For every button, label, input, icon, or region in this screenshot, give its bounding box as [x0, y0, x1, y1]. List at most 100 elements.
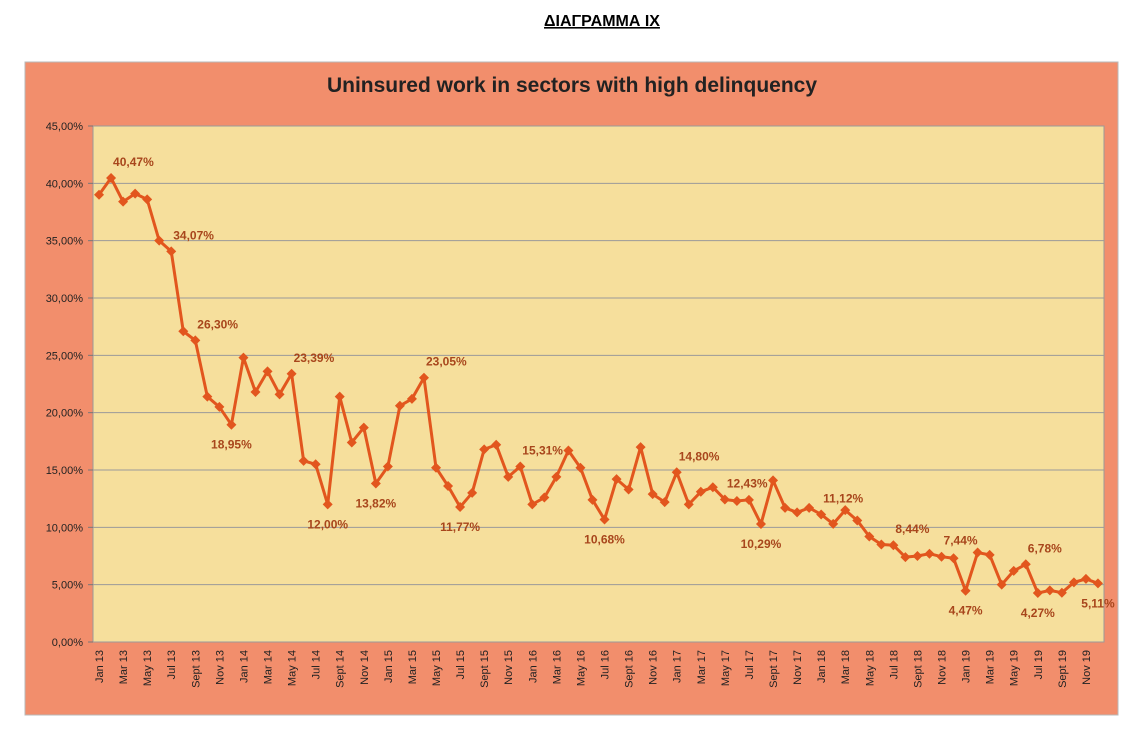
marker: [467, 487, 478, 498]
marker: [623, 484, 634, 495]
marker: [406, 393, 417, 404]
x-tick-label: Mar 16: [551, 650, 563, 684]
plot-area: [92, 125, 1105, 643]
data-label: 23,05%: [426, 355, 467, 369]
marker: [587, 494, 598, 505]
marker: [864, 531, 875, 542]
marker: [250, 387, 261, 398]
marker: [695, 486, 706, 497]
x-tick-label: May 17: [720, 650, 732, 686]
marker: [443, 481, 454, 492]
x-tick-label: Jan 13: [94, 650, 106, 683]
marker: [647, 489, 658, 500]
x-tick-label: Sept 17: [768, 650, 780, 688]
data-label: 23,39%: [294, 351, 335, 365]
marker: [1044, 585, 1055, 596]
data-label: 15,31%: [522, 443, 563, 457]
marker: [635, 442, 646, 453]
marker: [94, 189, 105, 200]
data-label: 18,95%: [211, 438, 252, 452]
marker: [418, 372, 429, 383]
y-tick-label: 10,00%: [46, 522, 84, 534]
x-tick-label: Nov 19: [1081, 650, 1093, 685]
data-label: 14,80%: [679, 449, 720, 463]
marker: [948, 553, 959, 564]
marker: [719, 494, 730, 505]
marker: [551, 471, 562, 482]
x-tick-label: Jul 13: [166, 650, 178, 679]
data-label: 5,11%: [1081, 596, 1115, 610]
marker: [984, 549, 995, 560]
data-label: 6,78%: [1028, 541, 1062, 555]
x-tick-label: Mar 14: [263, 650, 275, 684]
data-label: 13,82%: [355, 497, 396, 511]
data-label: 11,12%: [823, 491, 863, 505]
marker: [804, 502, 815, 513]
x-tick-label: Mar 15: [407, 650, 419, 684]
data-label: 10,68%: [584, 533, 625, 547]
marker: [262, 366, 273, 377]
marker: [707, 482, 718, 493]
marker: [611, 474, 622, 485]
marker: [936, 551, 947, 562]
x-tick-label: May 14: [287, 650, 299, 686]
data-label: 4,47%: [949, 604, 983, 618]
x-tick-label: May 15: [431, 650, 443, 686]
marker: [972, 547, 983, 558]
y-tick-label: 20,00%: [46, 408, 84, 420]
marker: [1032, 588, 1043, 599]
marker: [1068, 577, 1079, 588]
x-tick-label: May 16: [575, 650, 587, 686]
marker: [154, 235, 165, 246]
marker: [431, 462, 442, 473]
marker: [888, 540, 899, 551]
marker: [515, 461, 526, 472]
x-tick-label: Sept 13: [190, 650, 202, 688]
data-label: 4,27%: [1021, 606, 1055, 620]
marker: [322, 499, 333, 510]
x-tick-label: Jan 18: [816, 650, 828, 683]
marker: [876, 539, 887, 550]
x-tick-label: Sept 19: [1057, 650, 1069, 688]
marker: [503, 471, 514, 482]
x-tick-label: Sept 14: [335, 650, 347, 688]
y-tick-label: 5,00%: [52, 580, 83, 592]
x-tick-label: Sept 15: [479, 650, 491, 688]
x-tick-label: May 19: [1009, 650, 1021, 686]
x-tick-label: Mar 18: [840, 650, 852, 684]
marker: [563, 445, 574, 456]
marker: [924, 548, 935, 559]
marker: [659, 497, 670, 508]
marker: [852, 515, 863, 526]
x-tick-label: May 13: [142, 650, 154, 686]
x-tick-label: Jan 16: [527, 650, 539, 683]
marker: [370, 478, 381, 489]
x-tick-label: Sept 16: [624, 650, 636, 688]
x-tick-label: Nov 14: [359, 650, 371, 685]
marker: [792, 507, 803, 518]
y-tick-label: 40,00%: [46, 178, 84, 190]
marker: [599, 514, 610, 525]
y-tick-label: 35,00%: [46, 236, 84, 248]
x-tick-label: Jul 17: [744, 650, 756, 679]
y-tick-label: 30,00%: [46, 293, 84, 305]
y-tick-label: 15,00%: [46, 465, 84, 477]
x-tick-label: Jul 16: [600, 650, 612, 679]
x-tick-label: Jan 15: [383, 650, 395, 683]
data-label: 40,47%: [113, 155, 154, 169]
x-tick-label: Mar 17: [696, 650, 708, 684]
x-tick-label: Nov 17: [792, 650, 804, 685]
marker: [1056, 587, 1067, 598]
data-label: 12,43%: [727, 476, 768, 490]
marker: [527, 499, 538, 510]
marker: [780, 502, 791, 513]
marker: [346, 437, 357, 448]
marker: [1092, 578, 1103, 589]
marker: [683, 499, 694, 510]
marker: [310, 459, 321, 470]
marker: [178, 326, 189, 337]
marker: [912, 551, 923, 561]
x-tick-label: Jan 19: [961, 650, 973, 683]
marker: [575, 462, 586, 473]
